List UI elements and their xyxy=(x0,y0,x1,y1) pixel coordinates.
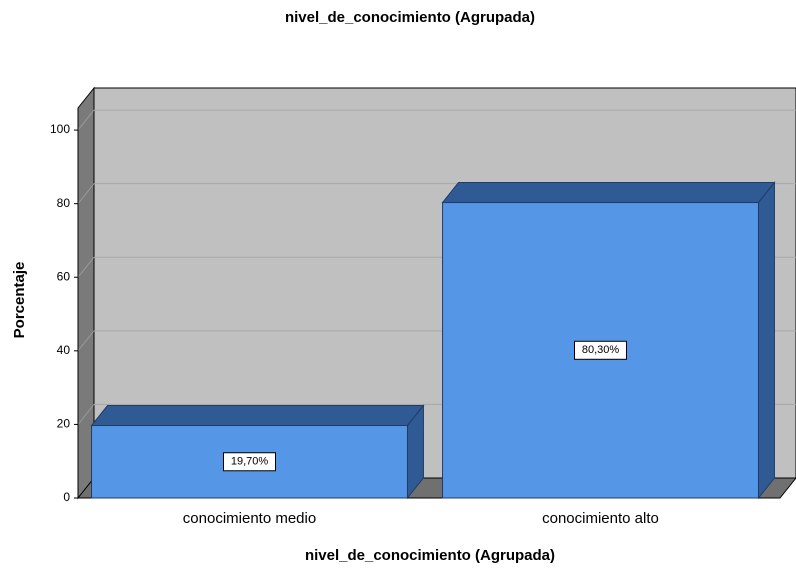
y-tick-label: 0 xyxy=(63,490,70,504)
y-tick-label: 40 xyxy=(57,343,71,357)
bar-top xyxy=(441,182,776,204)
x-axis-label: nivel_de_conocimiento (Agrupada) xyxy=(305,547,555,564)
y-axis-label: Porcentaje xyxy=(11,262,28,339)
grid-line xyxy=(77,330,95,352)
grid-line xyxy=(77,183,95,204)
y-tick-label: 20 xyxy=(57,417,71,431)
x-tick-label: conocimiento medio xyxy=(183,510,316,527)
y-tick-label: 100 xyxy=(50,122,70,136)
value-label-box xyxy=(223,452,276,472)
grid-line xyxy=(77,109,95,131)
bar-side xyxy=(757,181,775,500)
value-label: 80,30% xyxy=(582,344,620,356)
value-label-box xyxy=(574,340,627,360)
grid-line xyxy=(77,404,95,425)
bar-top xyxy=(90,405,425,427)
x-tick-label: conocimiento alto xyxy=(542,510,659,527)
y-tick-label: 80 xyxy=(57,196,71,210)
chart-title: nivel_de_conocimiento (Agrupada) xyxy=(285,9,535,26)
grid-line xyxy=(77,256,95,278)
value-label: 19,70% xyxy=(231,456,269,468)
y-tick-label: 60 xyxy=(57,269,71,283)
